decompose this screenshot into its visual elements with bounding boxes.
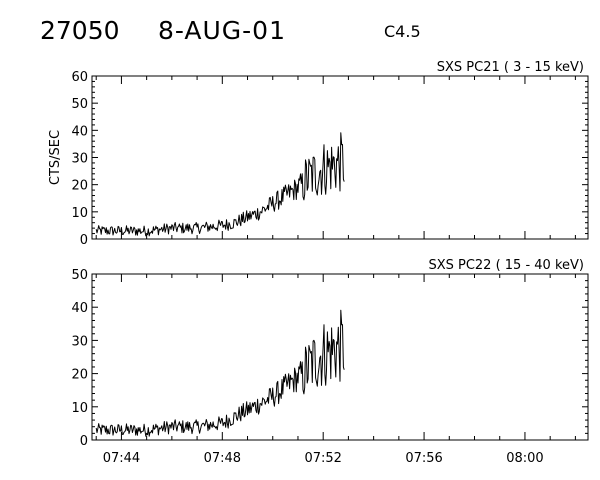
event-id: 27050 <box>40 16 120 45</box>
goes-class: C4.5 <box>384 22 421 41</box>
series-line-1 <box>95 132 345 237</box>
y-tick-label: 30 <box>71 152 88 167</box>
y-tick-label: 20 <box>71 179 88 194</box>
y-axis-label: CTS/SEC <box>48 130 63 185</box>
panel-title: SXS PC22 ( 15 - 40 keV) <box>428 258 584 273</box>
y-tick-label: 60 <box>71 70 88 85</box>
y-tick-label: 0 <box>80 233 88 248</box>
plot-frame-2 <box>91 273 589 441</box>
y-tick-label: 20 <box>71 368 88 383</box>
event-date: 8-AUG-01 <box>158 16 286 45</box>
y-tick-label: 50 <box>71 97 88 112</box>
x-tick-label: 07:44 <box>103 451 140 466</box>
y-tick-label: 10 <box>71 401 88 416</box>
y-tick-label: 40 <box>71 124 88 139</box>
y-tick-label: 30 <box>71 334 88 349</box>
x-tick-label: 07:48 <box>204 451 241 466</box>
y-tick-label: 50 <box>71 268 88 283</box>
series-line-2 <box>95 309 345 437</box>
panel-title: SXS PC21 ( 3 - 15 keV) <box>437 60 584 75</box>
y-tick-label: 0 <box>80 434 88 449</box>
y-tick-label: 40 <box>71 301 88 316</box>
y-tick-label: 10 <box>71 206 88 221</box>
x-tick-label: 07:56 <box>405 451 442 466</box>
x-tick-label: 08:00 <box>506 451 543 466</box>
x-tick-label: 07:52 <box>304 451 341 466</box>
